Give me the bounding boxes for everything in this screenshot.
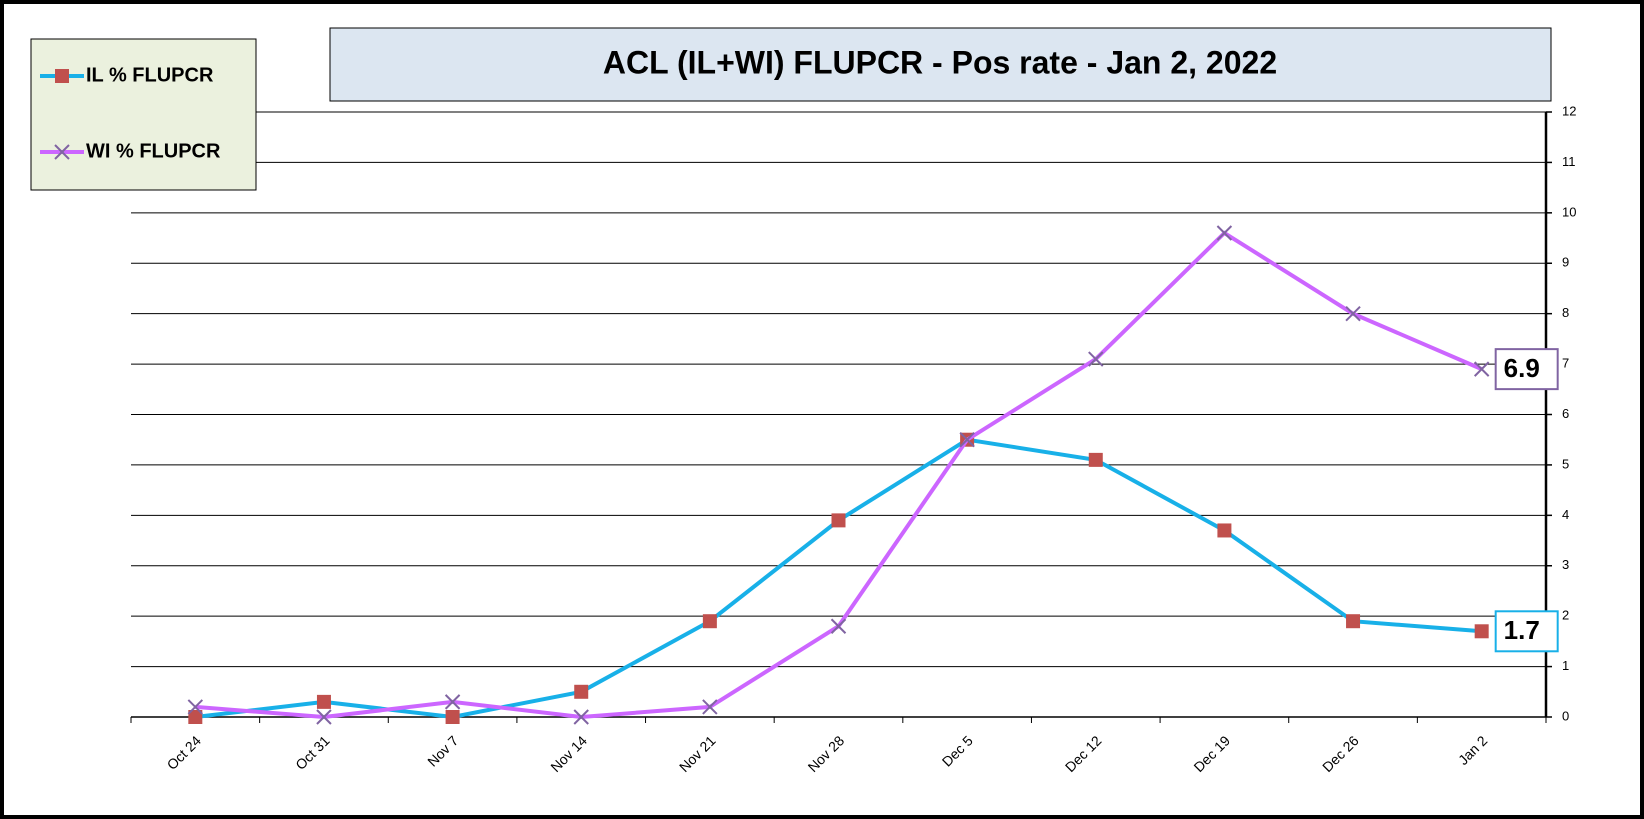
marker	[1217, 523, 1232, 538]
marker	[188, 710, 203, 724]
y-tick-label: 10	[1562, 204, 1576, 219]
marker	[574, 684, 589, 699]
marker	[1345, 305, 1361, 322]
y-tick-label: 2	[1562, 608, 1569, 623]
marker	[187, 699, 204, 715]
data-label: 6.9	[1504, 353, 1540, 383]
marker	[831, 513, 846, 528]
y-tick-label: 12	[1562, 103, 1576, 118]
legend-marker	[55, 69, 69, 83]
marker	[316, 709, 332, 725]
marker	[316, 694, 331, 709]
data-label-box	[1494, 610, 1559, 653]
marker	[1474, 624, 1489, 639]
marker	[573, 709, 589, 725]
marker	[1473, 361, 1490, 377]
legend-label: WI % FLUPCR	[86, 140, 221, 162]
title-box	[329, 27, 1552, 102]
legend-marker	[54, 144, 70, 160]
y-tick-label: 8	[1562, 305, 1569, 320]
marker	[1346, 614, 1361, 629]
y-tick-label: 4	[1562, 507, 1569, 522]
y-tick-label: 3	[1562, 557, 1569, 572]
y-tick-label: 11	[1562, 154, 1576, 169]
marker	[1088, 452, 1103, 467]
legend-label: IL % FLUPCR	[86, 64, 214, 86]
data-label-box	[1494, 348, 1559, 391]
legend-box	[30, 38, 257, 191]
marker	[702, 699, 718, 715]
y-tick-label: 0	[1562, 708, 1569, 723]
chart-title: ACL (IL+WI) FLUPCR - Pos rate - Jan 2, 2…	[603, 44, 1277, 80]
marker	[1088, 351, 1104, 367]
marker	[444, 694, 461, 710]
data-label: 1.7	[1504, 615, 1540, 645]
y-tick-label: 1	[1562, 658, 1569, 673]
y-tick-label: 6	[1562, 406, 1569, 421]
marker	[1216, 225, 1233, 241]
marker	[702, 614, 717, 629]
marker	[445, 710, 460, 724]
marker	[830, 618, 847, 634]
y-tick-label: 5	[1562, 456, 1569, 471]
y-tick-label: 7	[1562, 356, 1569, 371]
marker	[959, 432, 975, 448]
y-tick-label: 9	[1562, 255, 1569, 270]
